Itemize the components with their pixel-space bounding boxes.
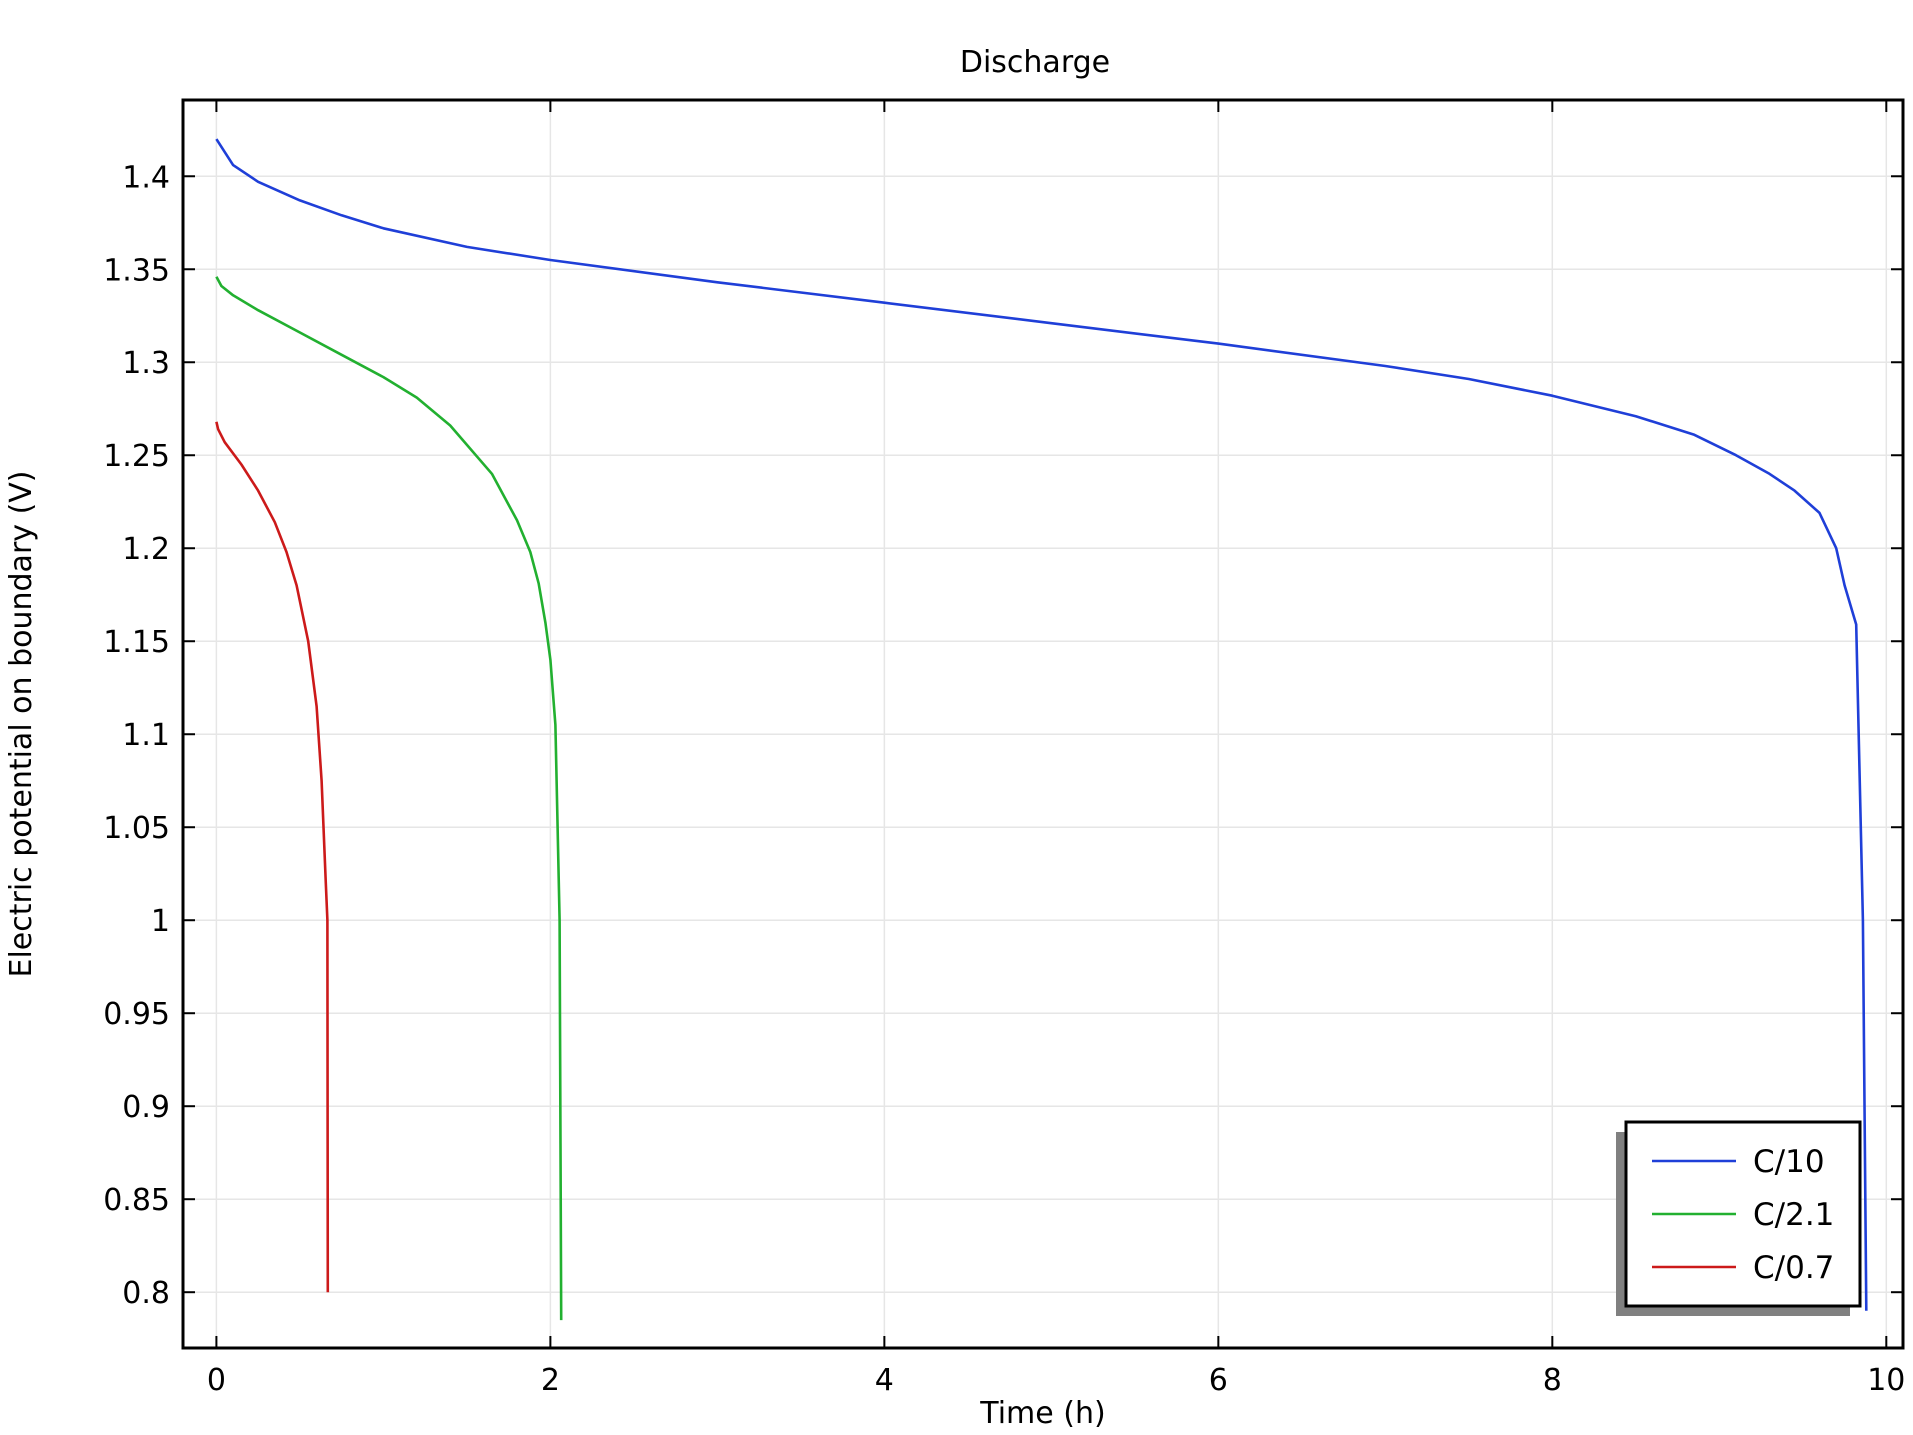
series-line-1 <box>215 276 563 1321</box>
y-tick-label: 0.9 <box>122 1090 170 1125</box>
y-tick-label: 1.1 <box>122 718 170 753</box>
legend-label-2: C/0.7 <box>1753 1250 1834 1286</box>
y-tick-label: 0.85 <box>103 1183 170 1218</box>
x-tick-label: 8 <box>1543 1363 1562 1398</box>
x-tick-label: 10 <box>1867 1363 1905 1398</box>
legend-label-1: C/2.1 <box>1753 1197 1834 1233</box>
legend: C/10 C/2.1 C/0.7 <box>1616 1120 1862 1316</box>
x-tick-label: 0 <box>207 1363 226 1398</box>
chart-title: Discharge <box>960 45 1110 80</box>
y-axis-title: Electric potential on boundary (V) <box>4 471 39 978</box>
y-tick-label: 1.25 <box>103 439 170 474</box>
y-tick-label: 1.35 <box>103 253 170 288</box>
x-axis-title: Time (h) <box>979 1396 1105 1431</box>
x-tick-label: 2 <box>541 1363 560 1398</box>
series-line-0 <box>215 138 1868 1311</box>
plot-frame <box>181 98 1905 1350</box>
y-tick-label: 1.2 <box>122 532 170 567</box>
x-tick-label: 4 <box>875 1363 894 1398</box>
y-tick-label: 1.05 <box>103 811 170 846</box>
plot-series <box>215 138 1868 1321</box>
y-tick-label: 1.4 <box>122 160 170 195</box>
axis-ticks: 0 2 4 6 8 10 0.8 0.85 0.9 0.95 1 1.05 1.1 1.15 1.2 1.25… <box>103 100 1905 1398</box>
y-tick-label: 1 <box>151 904 170 939</box>
y-tick-label: 0.95 <box>103 997 170 1032</box>
grid <box>183 100 1903 1348</box>
y-tick-label: 0.8 <box>122 1276 170 1311</box>
x-tick-label: 6 <box>1209 1363 1228 1398</box>
y-tick-label: 1.3 <box>122 346 170 381</box>
legend-label-0: C/10 <box>1753 1144 1825 1180</box>
y-tick-label: 1.15 <box>103 625 170 660</box>
series-line-2 <box>215 421 330 1293</box>
